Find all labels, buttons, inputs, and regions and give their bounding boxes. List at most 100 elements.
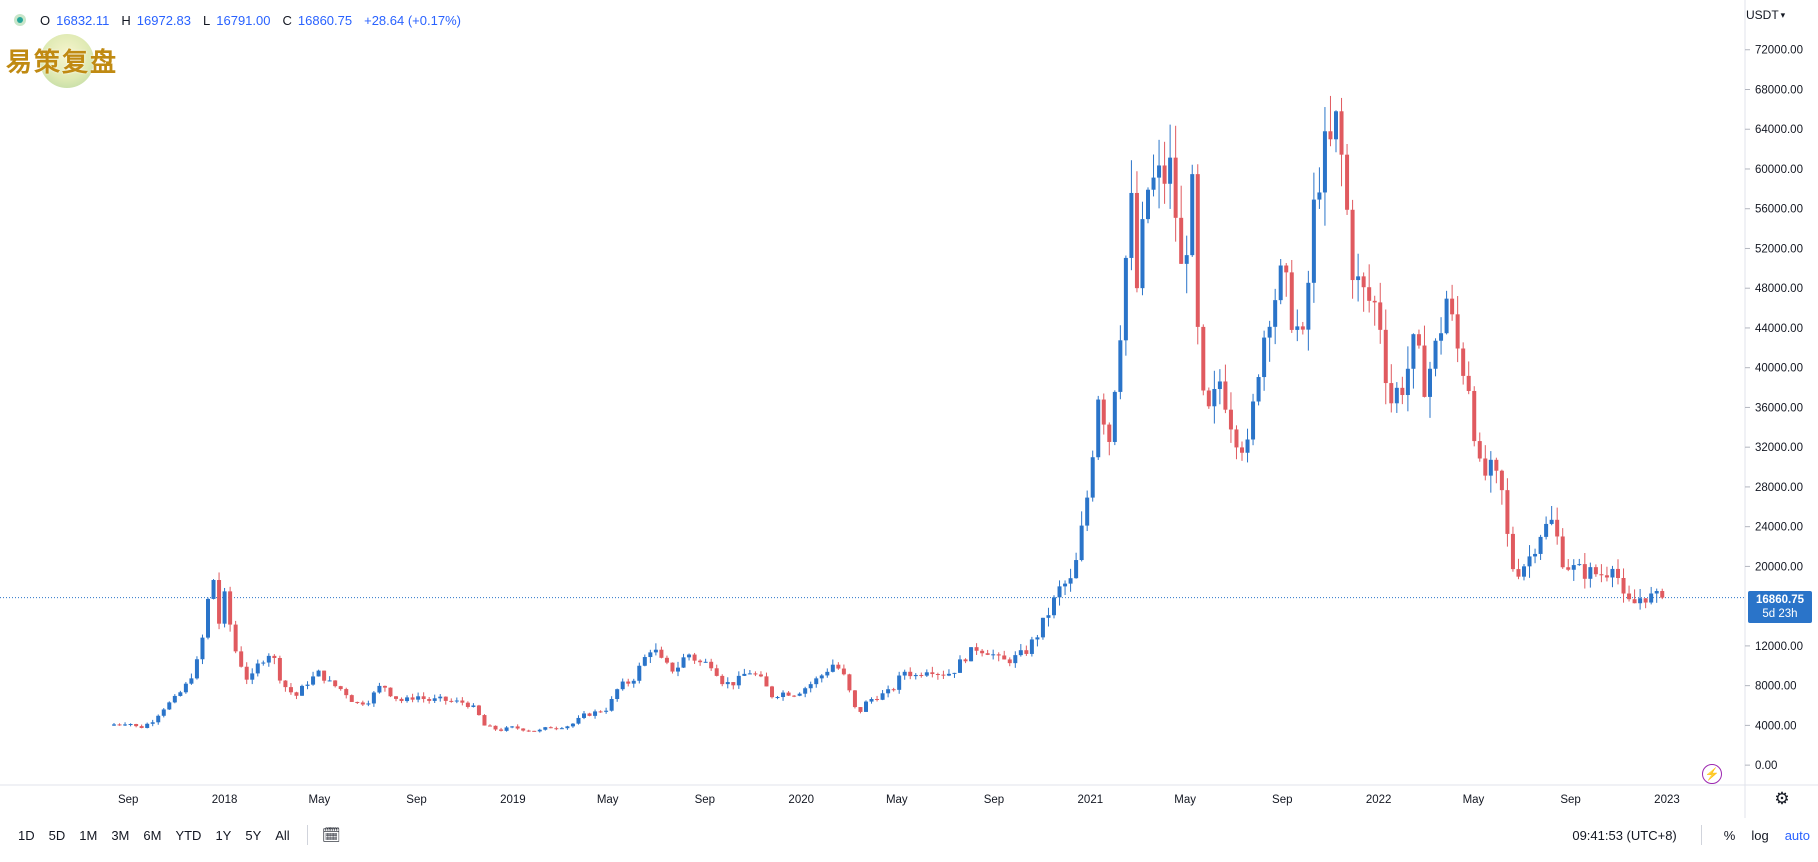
range-5y-button[interactable]: 5Y bbox=[245, 827, 262, 843]
candle-body bbox=[360, 702, 365, 705]
currency-selector[interactable]: USDT ▾ bbox=[1746, 5, 1785, 25]
y-tick-label: 68000.00 bbox=[1755, 84, 1803, 96]
status-dot bbox=[14, 14, 26, 26]
range-1m-button[interactable]: 1M bbox=[79, 827, 98, 843]
candle-body bbox=[394, 696, 398, 699]
range-ytd-button[interactable]: YTD bbox=[175, 827, 202, 843]
candle-body bbox=[1643, 598, 1648, 603]
candle-body bbox=[946, 673, 951, 676]
candle-body bbox=[891, 689, 896, 691]
candle-body bbox=[720, 675, 725, 685]
x-tick-label: May bbox=[1174, 794, 1196, 806]
candle-body bbox=[410, 697, 415, 700]
last-price-tag: 16860.75 5d 23h bbox=[1748, 590, 1812, 623]
candle-body bbox=[1234, 429, 1239, 448]
candle-body bbox=[1079, 525, 1084, 561]
x-tick-label: Sep bbox=[406, 794, 426, 806]
candle-body bbox=[515, 726, 520, 729]
percent-scale-toggle[interactable]: % bbox=[1723, 827, 1736, 843]
candle-body bbox=[277, 657, 282, 681]
candle-body bbox=[576, 717, 581, 724]
candle-body bbox=[399, 698, 404, 702]
candle-body bbox=[443, 696, 448, 701]
x-tick-label: 2023 bbox=[1654, 794, 1680, 806]
candle-body bbox=[1007, 659, 1012, 664]
candle-body bbox=[875, 699, 880, 701]
candle-body bbox=[775, 697, 780, 699]
candle-body bbox=[698, 660, 703, 663]
candle-body bbox=[327, 680, 332, 682]
candle-body bbox=[1162, 165, 1167, 184]
candle-body bbox=[449, 700, 454, 702]
candle-body bbox=[112, 724, 116, 726]
candle-body bbox=[1405, 368, 1410, 396]
candle-body bbox=[770, 686, 774, 698]
candle-body bbox=[554, 728, 559, 730]
candle-body bbox=[935, 674, 940, 676]
candle-body bbox=[664, 657, 669, 663]
candle-body bbox=[703, 661, 708, 663]
candle-body bbox=[1356, 276, 1361, 281]
candle-body bbox=[1571, 565, 1576, 570]
candle-body bbox=[1328, 131, 1333, 140]
close-label: C bbox=[282, 12, 292, 28]
candle-body bbox=[598, 711, 603, 713]
candle-body bbox=[1112, 391, 1117, 442]
range-6m-button[interactable]: 6M bbox=[143, 827, 162, 843]
y-tick-label: 64000.00 bbox=[1755, 124, 1803, 136]
x-tick-label: May bbox=[597, 794, 619, 806]
candle-body bbox=[797, 693, 802, 696]
range-all-button[interactable]: All bbox=[275, 827, 290, 843]
candle-body bbox=[1212, 389, 1217, 407]
candle-body bbox=[1632, 599, 1637, 604]
flash-icon[interactable]: ⚡ bbox=[1702, 764, 1722, 784]
candle-body bbox=[1289, 272, 1294, 330]
candle-body bbox=[648, 652, 653, 658]
candle-body bbox=[316, 670, 321, 677]
candle-body bbox=[864, 701, 868, 712]
candle-body bbox=[1616, 568, 1620, 578]
x-tick-label: Sep bbox=[984, 794, 1004, 806]
candle-body bbox=[499, 729, 504, 731]
candle-body bbox=[1157, 165, 1162, 178]
candle-body bbox=[1582, 564, 1587, 579]
candle-body bbox=[355, 701, 360, 703]
clock[interactable]: 09:41:53 (UTC+8) bbox=[1572, 827, 1677, 843]
candle-body bbox=[1134, 192, 1139, 289]
gear-icon[interactable]: ⚙ bbox=[1774, 789, 1790, 808]
candle-body bbox=[963, 659, 968, 662]
range-1d-button[interactable]: 1D bbox=[18, 827, 35, 843]
open-label: O bbox=[40, 12, 51, 28]
range-3m-button[interactable]: 3M bbox=[111, 827, 130, 843]
log-scale-toggle[interactable]: log bbox=[1751, 827, 1769, 843]
candle-body bbox=[758, 674, 763, 677]
candle-body bbox=[493, 725, 498, 730]
candle-body bbox=[604, 710, 609, 712]
candle-body bbox=[311, 676, 316, 685]
candle-body bbox=[941, 674, 946, 676]
candle-body bbox=[880, 693, 885, 700]
range-1y-button[interactable]: 1Y bbox=[215, 827, 232, 843]
close-value: 16860.75 bbox=[297, 12, 353, 28]
candle-body bbox=[510, 726, 515, 728]
calendar-range-icon[interactable]: 🗓 bbox=[321, 827, 341, 844]
candle-body bbox=[1018, 650, 1023, 656]
auto-scale-toggle[interactable]: auto bbox=[1784, 827, 1810, 843]
candle-body bbox=[1411, 334, 1416, 369]
candle-body bbox=[709, 661, 714, 669]
y-tick-label: 36000.00 bbox=[1755, 402, 1803, 414]
candle-body bbox=[1063, 583, 1068, 587]
candle-body bbox=[537, 729, 542, 732]
x-tick-label: 2020 bbox=[788, 794, 814, 806]
candle-body bbox=[803, 688, 808, 694]
candle-body bbox=[1195, 174, 1200, 327]
candle-body bbox=[615, 689, 620, 700]
candle-body bbox=[482, 715, 487, 726]
candle-body bbox=[637, 665, 642, 681]
candle-body bbox=[1444, 298, 1449, 334]
range-5d-button[interactable]: 5D bbox=[48, 827, 66, 843]
candle-body bbox=[1488, 459, 1493, 476]
brand-watermark: 易策复盘 bbox=[6, 34, 122, 88]
candle-body bbox=[338, 686, 343, 690]
